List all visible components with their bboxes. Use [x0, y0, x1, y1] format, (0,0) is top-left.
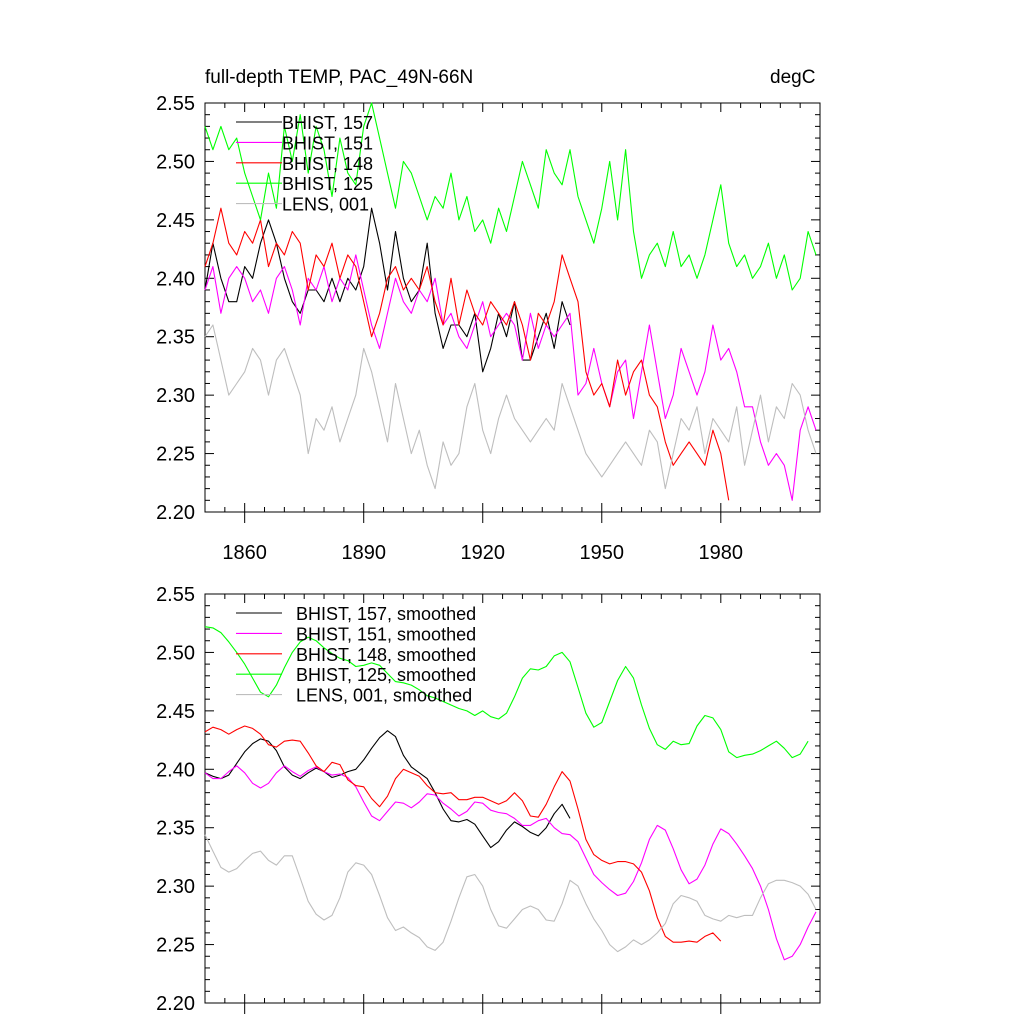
y-tick-label: 2.35	[156, 327, 195, 349]
legend-label-bhist-151-smoothed: BHIST, 151, smoothed	[296, 624, 476, 644]
legend-label-bhist-151: BHIST, 151	[282, 133, 373, 153]
legend-label-bhist-148: BHIST, 148	[282, 154, 373, 174]
y-tick-label: 2.55	[156, 584, 195, 606]
y-tick-label: 2.30	[156, 385, 195, 407]
y-tick-label: 2.50	[156, 642, 195, 664]
legend-label-bhist-125-smoothed: BHIST, 125, smoothed	[296, 665, 476, 685]
series-line-lens-001	[204, 324, 817, 490]
legend-label-lens-001: LENS, 001	[282, 195, 369, 215]
x-tick-label: 1890	[341, 542, 386, 564]
top-panel: 2.20 2.25 2.30 2.35 2.40 2.45 2.50 2.55 1860 1890…	[156, 93, 821, 564]
series-line-bhist-157-smoothed	[204, 730, 571, 849]
y-tick-label: 2.30	[156, 876, 195, 898]
chart-title: full-depth TEMP, PAC_49N-66N	[205, 67, 474, 88]
y-tick-label: 2.55	[156, 93, 195, 115]
series-line-bhist-151-smoothed	[204, 765, 817, 961]
y-tick-label: 2.25	[156, 444, 195, 466]
y-tick-label: 2.25	[156, 935, 195, 957]
x-tick-label: 1860	[222, 542, 267, 564]
y-tick-label: 2.50	[156, 151, 195, 173]
y-tick-label: 2.40	[156, 268, 195, 290]
legend-label-bhist-157: BHIST, 157	[282, 113, 373, 133]
series-line-bhist-157	[204, 207, 571, 373]
series-line-lens-001-smoothed	[204, 834, 817, 953]
legend-label-bhist-157-smoothed: BHIST, 157, smoothed	[296, 604, 476, 624]
x-tick-label: 1980	[699, 542, 744, 564]
plot-frame	[204, 102, 821, 513]
bottom-panel: 2.20 2.25 2.30 2.35 2.40 2.45 2.50 2.55 BHIST, 1…	[156, 584, 821, 1015]
series-line-bhist-148	[204, 207, 730, 501]
y-tick-label: 2.20	[156, 502, 195, 524]
series-line-bhist-125	[204, 102, 817, 291]
y-tick-label: 2.45	[156, 701, 195, 723]
y-tick-label: 2.20	[156, 993, 195, 1015]
x-tick-label: 1920	[460, 542, 505, 564]
legend-label-lens-001-smoothed: LENS, 001, smoothed	[296, 686, 472, 706]
y-tick-label: 2.35	[156, 818, 195, 840]
legend-label-bhist-148-smoothed: BHIST, 148, smoothed	[296, 645, 476, 665]
series-line-bhist-148-smoothed	[204, 725, 722, 943]
series-line-bhist-125-smoothed	[204, 626, 809, 759]
legend-label-bhist-125: BHIST, 125	[282, 174, 373, 194]
units-label: degC	[770, 67, 816, 88]
y-tick-label: 2.45	[156, 210, 195, 232]
y-tick-label: 2.40	[156, 759, 195, 781]
x-tick-label: 1950	[580, 542, 625, 564]
plot-frame	[204, 593, 821, 1004]
series-line-bhist-151	[204, 254, 817, 501]
